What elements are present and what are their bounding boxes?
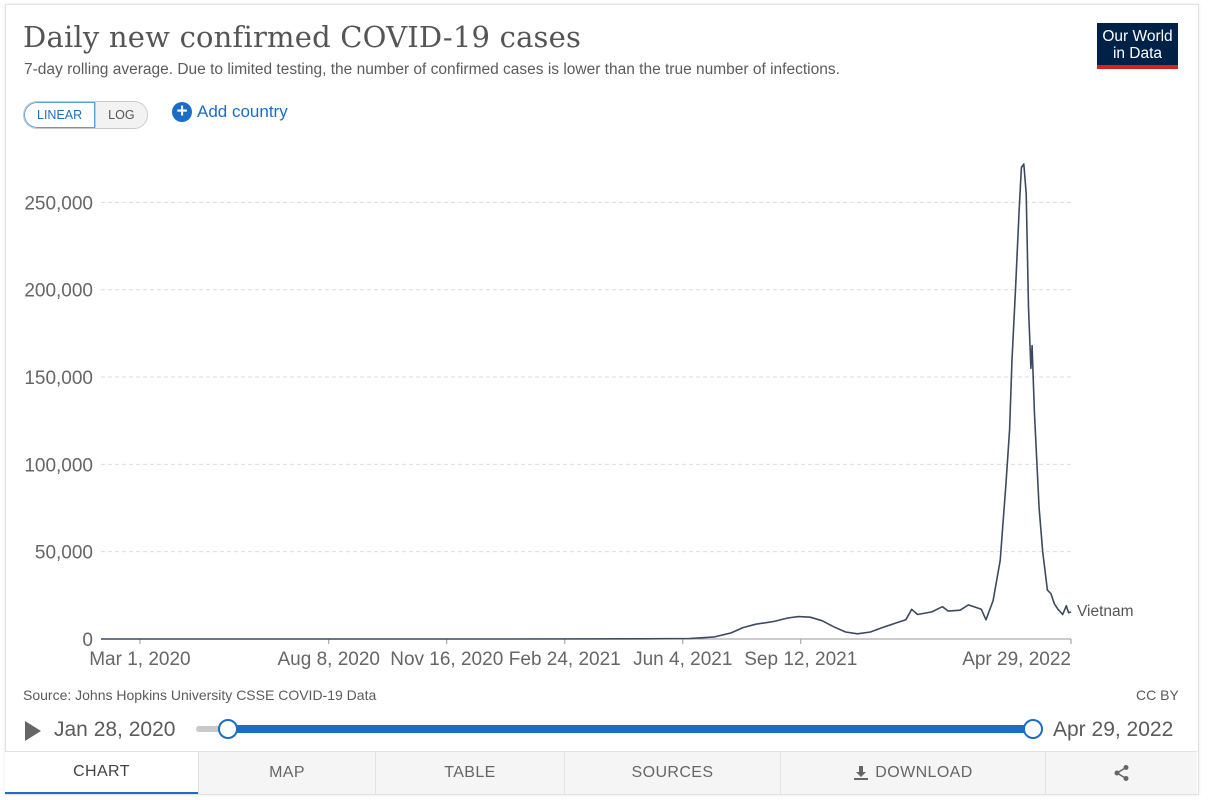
x-tick-label: Mar 1, 2020	[89, 649, 190, 670]
play-icon[interactable]	[25, 721, 41, 741]
add-country-label: Add country	[197, 102, 288, 121]
tab-sources-label: SOURCES	[631, 764, 714, 781]
tab-download[interactable]: DOWNLOAD	[780, 752, 1045, 794]
tab-bar: CHART MAP TABLE SOURCES DOWNLOAD	[5, 751, 1197, 794]
add-country-button[interactable]: + Add country	[172, 102, 288, 122]
chart-title: Daily new confirmed COVID-19 cases	[23, 20, 582, 54]
source-note[interactable]: Source: Johns Hopkins University CSSE CO…	[23, 687, 377, 703]
tab-table[interactable]: TABLE	[375, 752, 564, 794]
tab-download-label: DOWNLOAD	[875, 764, 973, 781]
share-button[interactable]	[1045, 752, 1197, 794]
series-label-vietnam: Vietnam	[1077, 603, 1134, 620]
logo-line-2: in Data	[1112, 45, 1163, 62]
x-tick-label: Apr 29, 2022	[962, 649, 1071, 670]
y-tick-label: 150,000	[24, 368, 93, 389]
license-link[interactable]: CC BY	[1136, 687, 1179, 703]
plus-circle-icon: +	[172, 102, 192, 122]
timeline-start-date: Jan 28, 2020	[54, 718, 176, 741]
x-tick-label: Sep 12, 2021	[744, 649, 857, 670]
timeline-start-handle[interactable]	[218, 719, 238, 739]
download-icon	[854, 766, 869, 780]
linear-scale-button[interactable]: LINEAR	[24, 102, 96, 128]
timeline-end-handle[interactable]	[1023, 719, 1043, 739]
tab-map[interactable]: MAP	[198, 752, 375, 794]
y-tick-label: 200,000	[24, 281, 93, 302]
x-tick-label: Aug 8, 2020	[278, 649, 380, 670]
y-tick-label: 250,000	[24, 193, 93, 214]
series-line-vietnam	[101, 163, 1072, 640]
chart-card	[5, 4, 1199, 795]
tab-table-label: TABLE	[444, 764, 496, 781]
tab-chart[interactable]: CHART	[5, 752, 198, 794]
y-tick-label: 0	[82, 630, 93, 651]
x-tick-label: Jun 4, 2021	[633, 649, 732, 670]
share-icon	[1114, 765, 1128, 781]
log-scale-button[interactable]: LOG	[95, 102, 147, 128]
y-tick-label: 100,000	[24, 455, 93, 476]
x-tick-label: Feb 24, 2021	[509, 649, 621, 670]
y-tick-label: 50,000	[35, 543, 93, 564]
timeline-end-date: Apr 29, 2022	[1053, 718, 1174, 741]
chart-subtitle: 7-day rolling average. Due to limited te…	[24, 61, 840, 78]
x-tick-label: Nov 16, 2020	[390, 649, 503, 670]
tab-chart-label: CHART	[73, 763, 130, 780]
owid-logo[interactable]: Our World in Data	[1097, 23, 1178, 69]
tab-sources[interactable]: SOURCES	[564, 752, 780, 794]
logo-line-1: Our World	[1102, 28, 1173, 45]
tab-map-label: MAP	[269, 764, 305, 781]
timeline-selected-range	[228, 725, 1033, 733]
scale-toggle: LINEAR LOG	[23, 101, 148, 129]
